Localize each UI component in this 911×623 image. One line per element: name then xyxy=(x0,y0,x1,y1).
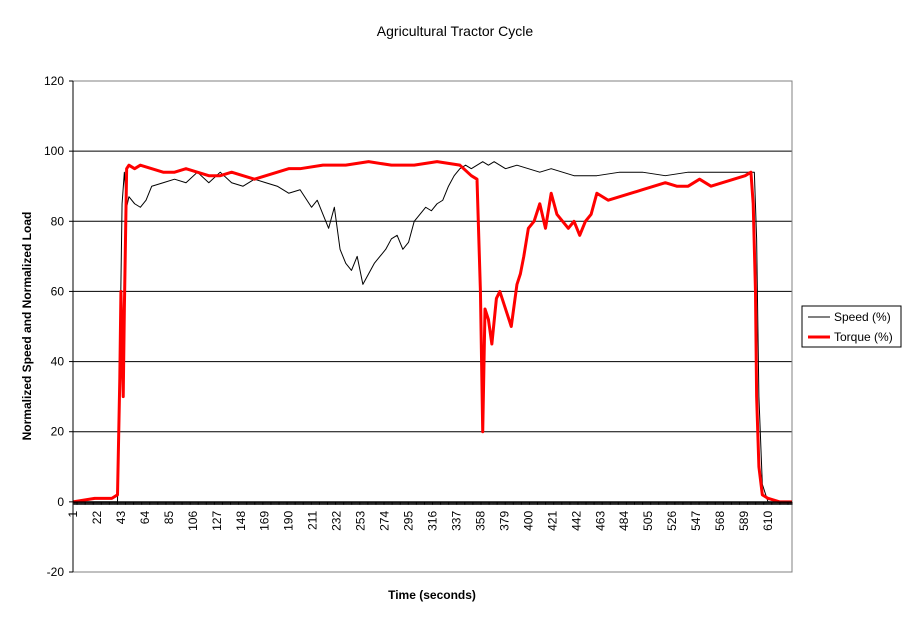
x-tick-label: 547 xyxy=(689,511,703,531)
x-tick-label: 232 xyxy=(330,511,344,531)
x-tick-label: 610 xyxy=(761,511,775,531)
x-tick-label: 463 xyxy=(593,511,607,531)
x-tick-label: 589 xyxy=(737,511,751,531)
x-tick-label: 169 xyxy=(258,511,272,531)
x-tick-label: 337 xyxy=(449,511,463,531)
x-tick-label: 526 xyxy=(665,511,679,531)
x-tick-label: 400 xyxy=(521,511,535,531)
grid xyxy=(73,150,792,503)
y-tick-label: 20 xyxy=(51,425,65,439)
plot-area xyxy=(72,80,793,573)
legend-label-speed: Speed (%) xyxy=(834,310,891,324)
x-tick-label: 85 xyxy=(162,511,176,525)
x-tick-label: 295 xyxy=(402,511,416,531)
legend: Speed (%) Torque (%) xyxy=(801,305,902,348)
y-tick-label: -20 xyxy=(47,565,65,579)
x-tick-label: 211 xyxy=(306,511,320,530)
x-tick-label: 190 xyxy=(282,511,296,531)
legend-label-torque: Torque (%) xyxy=(834,330,893,344)
series-line-torque xyxy=(72,160,792,504)
x-tick-label: 148 xyxy=(234,511,248,531)
x-tick-label: 442 xyxy=(569,511,583,531)
y-tick-label: 120 xyxy=(44,74,64,88)
x-tick-label: 127 xyxy=(210,511,224,531)
x-tick-label: 568 xyxy=(713,511,727,531)
x-tick-label: 64 xyxy=(138,511,152,525)
y-tick-label: 100 xyxy=(44,144,64,158)
x-tick-label: 106 xyxy=(186,511,200,531)
x-axis-title: Time (seconds) xyxy=(388,588,476,602)
x-tick-label: 253 xyxy=(354,511,368,531)
x-axis-minor-ticks xyxy=(72,501,793,505)
y-axis-title: Normalized Speed and Normalized Load xyxy=(20,212,34,441)
x-tick-label: 316 xyxy=(426,511,440,531)
x-tick-label: 22 xyxy=(90,511,104,525)
y-tick-label: 40 xyxy=(51,355,65,369)
x-tick-label: 421 xyxy=(545,511,559,531)
x-tick-label: 358 xyxy=(473,511,487,531)
x-tick-label: 505 xyxy=(641,511,655,531)
x-tick-label: 43 xyxy=(114,511,128,525)
chart-title: Agricultural Tractor Cycle xyxy=(377,23,534,39)
axes: -20 0 20 40 60 80 100 120 1 22 43 64 85 106 127 148 169 1… xyxy=(44,74,793,579)
x-tick-label: 484 xyxy=(617,511,631,531)
y-tick-label: 80 xyxy=(51,214,65,228)
x-tick-label: 1 xyxy=(66,511,80,518)
y-tick-label: 60 xyxy=(51,284,65,298)
series-line-speed xyxy=(73,161,792,503)
x-tick-label: 379 xyxy=(497,511,511,531)
x-tick-label: 274 xyxy=(378,511,392,531)
y-tick-label: 0 xyxy=(57,495,64,509)
series-layer xyxy=(72,160,792,504)
legend-box xyxy=(801,305,902,348)
